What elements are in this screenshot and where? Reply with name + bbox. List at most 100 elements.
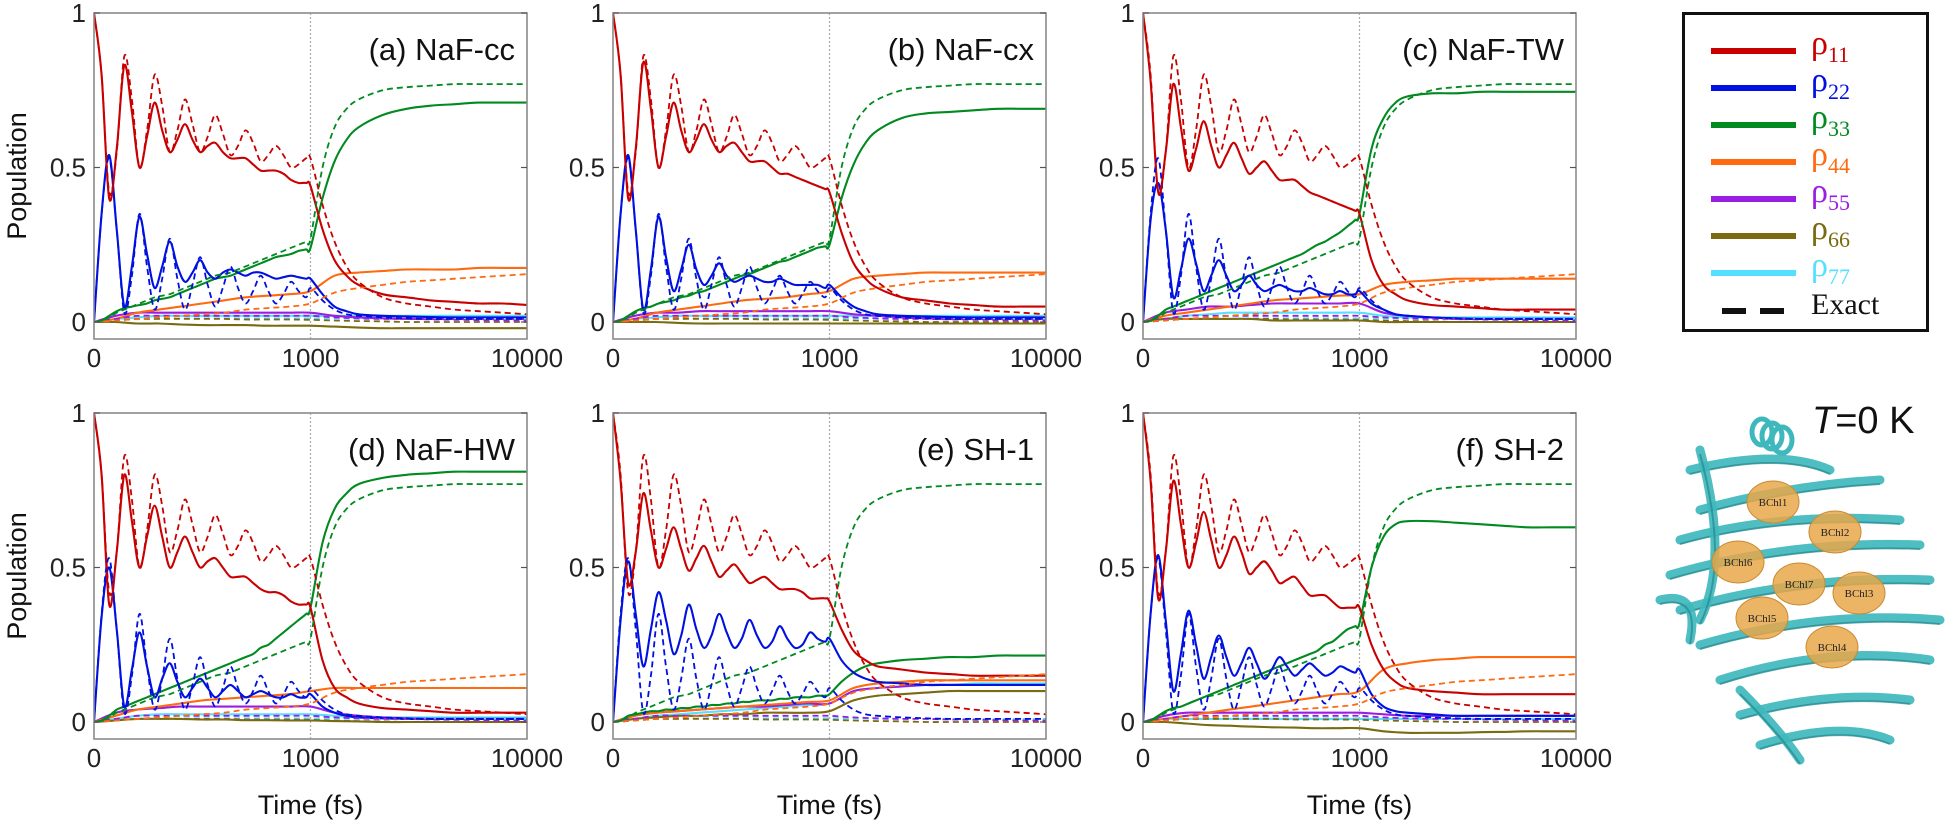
legend-swatch <box>1711 48 1796 54</box>
exact-rho44-line <box>1143 673 1576 723</box>
legend-item-rho55: ρ55 <box>1685 175 1926 215</box>
exact-rho66-line <box>613 317 1046 323</box>
panel-title: (b) NaF-cx <box>888 32 1035 67</box>
exact-rho44-line <box>1143 273 1576 323</box>
legend-dash-swatch <box>1722 308 1784 314</box>
x-axis-label: Time (fs) <box>1307 790 1412 820</box>
exact-rho33-line <box>613 83 1046 323</box>
x-tick-label: 0 <box>606 343 620 373</box>
beta-strand-ribbon <box>1655 594 1697 645</box>
exact-rho44-line <box>94 273 527 323</box>
ribbon-shade <box>1659 601 1693 645</box>
rho33-line <box>613 107 1046 324</box>
exact-rho33-line <box>1143 483 1576 723</box>
legend-item-rho77: ρ77 <box>1685 249 1926 289</box>
ribbon-shade <box>1759 734 1891 750</box>
legend-label: ρ66 <box>1811 212 1850 257</box>
bchl-site-7 <box>1805 625 1859 669</box>
legend-label: ρ11 <box>1811 27 1849 72</box>
series-group <box>94 413 527 724</box>
y-tick-label: 0.5 <box>569 553 605 583</box>
legend-label: ρ44 <box>1811 138 1850 183</box>
rho22-line <box>1143 554 1576 723</box>
bchl-site-6 <box>1735 596 1789 640</box>
axes-frame <box>1142 12 1577 340</box>
legend-swatch <box>1711 122 1796 128</box>
exact-rho77-line <box>613 717 1046 723</box>
exact-rho33-line <box>94 83 527 323</box>
legend-item-rho11: ρ11 <box>1685 27 1926 67</box>
y-tick-label: 0 <box>1121 307 1135 337</box>
exact-rho11-line <box>613 413 1046 716</box>
legend-symbol: ρ <box>1811 247 1828 284</box>
fmo-protein-image: BChl1 BChl2 BChl6 BChl7 BChl3 BChl5 BChl4 <box>1655 416 1945 765</box>
legend-symbol: ρ <box>1811 99 1828 136</box>
panel-title: (f) SH-2 <box>1456 432 1565 467</box>
rho33-line <box>613 654 1046 724</box>
beta-strand-ribbon <box>1755 726 1895 750</box>
x-tick-label: 10000 <box>1010 343 1082 373</box>
y-axis-label: Population <box>2 112 32 240</box>
x-tick-label: 1000 <box>282 343 340 373</box>
rho33-line <box>94 101 527 324</box>
panel-d: 0 0.5 1 0 1000 10000 (d) NaF-HW Population Time … <box>2 398 563 820</box>
y-tick-label: 1 <box>72 0 86 28</box>
x-tick-label: 1000 <box>1331 343 1389 373</box>
legend: ρ11 ρ22 ρ33 ρ44 ρ55 ρ66 ρ77 Exact <box>1682 12 1929 332</box>
legend-symbol: ρ <box>1811 173 1828 210</box>
series-group <box>94 13 527 330</box>
rho44-line <box>613 679 1046 724</box>
legend-label: ρ77 <box>1811 249 1850 294</box>
panel-title: (d) NaF-HW <box>348 432 516 467</box>
rho77-line <box>94 713 527 724</box>
y-tick-label: 0.5 <box>50 153 86 183</box>
panel-title: (e) SH-1 <box>917 432 1034 467</box>
exact-rho22-line <box>1143 157 1576 323</box>
panel-title: (a) NaF-cc <box>369 32 515 67</box>
bchl-site-label: BChl1 <box>1759 497 1788 509</box>
temperature-symbol: T <box>1812 400 1836 442</box>
beta-strand-ribbon <box>1665 539 1925 580</box>
exact-rho77-line <box>613 317 1046 323</box>
exact-rho44-line <box>94 673 527 723</box>
panel-e: 0 0.5 1 0 1000 10000 (e) SH-1 Time (fs) <box>569 398 1082 820</box>
panel-b: 0 0.5 1 0 1000 10000 (b) NaF-cx <box>569 0 1082 373</box>
y-tick-label: 1 <box>1121 398 1135 428</box>
exact-rho22-line <box>613 157 1046 323</box>
x-axis-label: Time (fs) <box>258 790 363 820</box>
axes-frame <box>93 412 528 740</box>
y-axis-label: Population <box>2 512 32 640</box>
series-group <box>613 13 1046 325</box>
rho33-line <box>1143 90 1576 324</box>
y-tick-label: 0 <box>72 707 86 737</box>
rho22-line <box>613 154 1046 323</box>
legend-swatch <box>1711 233 1796 239</box>
legend-label: ρ22 <box>1811 64 1850 109</box>
ribbon-shade <box>1689 462 1831 475</box>
legend-swatch <box>1711 159 1796 165</box>
ribbon-shade <box>1679 521 1901 545</box>
legend-subscript: 33 <box>1827 116 1850 141</box>
legend-symbol: ρ <box>1811 62 1828 99</box>
rho11-line <box>94 13 527 307</box>
axes-frame <box>612 412 1047 740</box>
x-tick-label: 1000 <box>282 743 340 773</box>
series-group <box>1143 413 1576 734</box>
legend-symbol: ρ <box>1811 25 1828 62</box>
series-group <box>613 413 1046 724</box>
x-tick-label: 10000 <box>1540 343 1612 373</box>
panel-c: 0 0.5 1 0 1000 10000 (c) NaF-TW <box>1099 0 1612 373</box>
exact-rho77-line <box>1143 717 1576 723</box>
x-tick-label: 0 <box>87 343 101 373</box>
bchl-site-5 <box>1832 571 1886 615</box>
exact-rho11-line <box>94 413 527 716</box>
legend-swatch <box>1711 85 1796 91</box>
legend-subscript: 11 <box>1827 42 1850 67</box>
rho77-line <box>613 314 1046 324</box>
rho22-line <box>94 566 527 723</box>
bchl-site-label: BChl6 <box>1724 557 1753 569</box>
legend-symbol: ρ <box>1811 210 1828 247</box>
legend-label: ρ55 <box>1811 175 1850 220</box>
beta-strand-ribbon <box>1735 685 1805 765</box>
rho22-line <box>613 560 1046 723</box>
